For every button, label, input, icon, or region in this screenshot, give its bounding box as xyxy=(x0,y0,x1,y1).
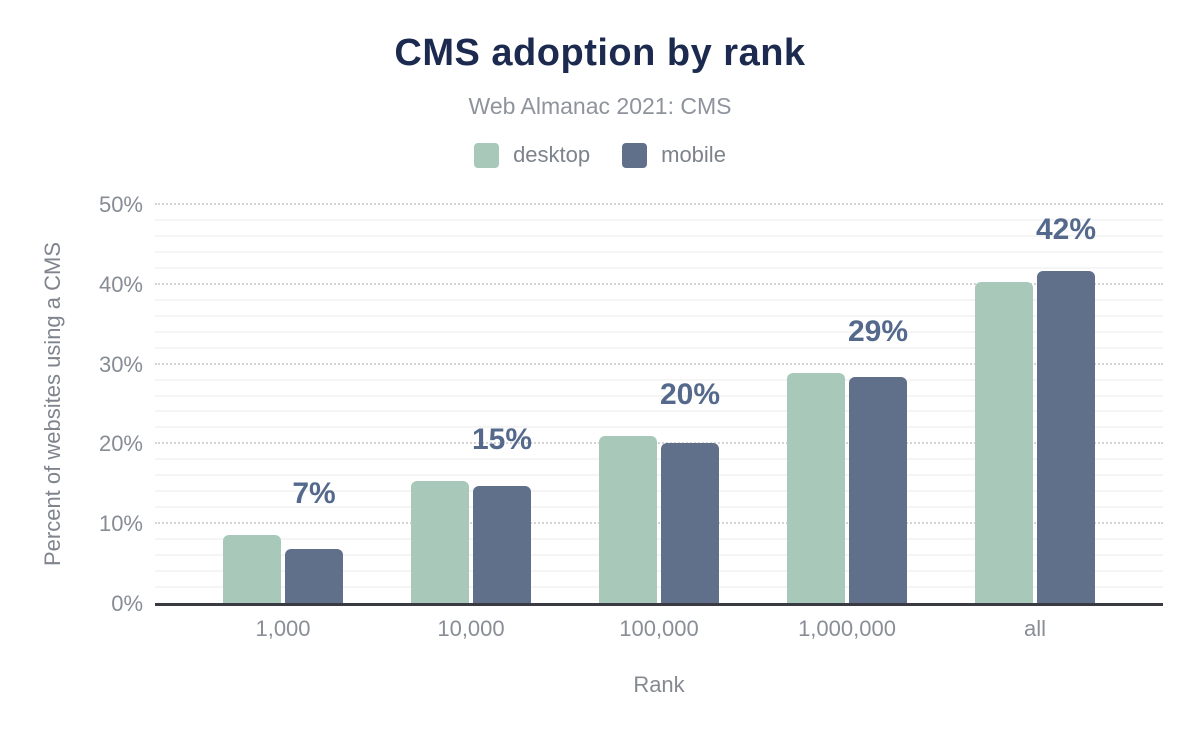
minor-gridline xyxy=(155,490,1163,493)
desktop-bar[interactable] xyxy=(223,534,281,604)
mobile-bar[interactable] xyxy=(473,485,531,604)
y-tick-label: 0% xyxy=(111,591,143,616)
y-axis-ticks: 0% 10% 20% 30% 40% 50% xyxy=(0,192,143,616)
major-gridline xyxy=(155,522,1163,525)
legend-item-mobile[interactable]: mobile xyxy=(622,142,726,168)
minor-gridline xyxy=(155,538,1163,541)
major-gridline xyxy=(155,442,1163,445)
y-axis-title: Percent of websites using a CMS xyxy=(40,241,65,567)
data-label: 7% xyxy=(292,476,336,510)
desktop-bar[interactable] xyxy=(599,436,657,604)
minor-gridline xyxy=(155,506,1163,509)
bar-group: 7% xyxy=(189,205,377,604)
mobile-bar[interactable] xyxy=(849,376,907,604)
minor-gridline xyxy=(155,346,1163,349)
mobile-bar[interactable] xyxy=(661,442,719,604)
legend-item-desktop[interactable]: desktop xyxy=(474,142,590,168)
desktop-bar[interactable] xyxy=(787,373,845,604)
y-tick-label: 10% xyxy=(98,511,143,537)
x-axis-title: Rank xyxy=(633,672,685,697)
minor-gridline xyxy=(155,458,1163,461)
data-label: 42% xyxy=(1035,213,1097,247)
minor-gridline xyxy=(155,426,1163,429)
bar-groups: 7% 15% 20% 29% 42% xyxy=(155,205,1163,604)
minor-gridline xyxy=(155,586,1163,589)
mobile-bar[interactable] xyxy=(1037,271,1095,604)
x-tick-label: 100,000 xyxy=(619,616,699,641)
minor-gridline xyxy=(155,570,1163,573)
minor-gridline xyxy=(155,250,1163,253)
minor-gridline xyxy=(155,234,1163,237)
minor-gridline xyxy=(155,266,1163,269)
legend: desktop mobile xyxy=(0,142,1200,168)
mobile-swatch-icon xyxy=(622,142,648,168)
data-label: 29% xyxy=(847,315,909,349)
chart-title: CMS adoption by rank xyxy=(394,32,806,74)
bar-group: 15% xyxy=(377,205,565,604)
x-tick-label: 10,000 xyxy=(437,616,505,641)
y-tick-label: 30% xyxy=(98,351,143,377)
bar-group: 29% xyxy=(753,205,941,604)
y-tick-label: 50% xyxy=(98,192,143,217)
minor-gridline xyxy=(155,330,1163,333)
minor-gridline xyxy=(155,410,1163,413)
desktop-bar[interactable] xyxy=(975,282,1033,604)
data-label: 20% xyxy=(659,378,721,412)
minor-gridline xyxy=(155,298,1163,301)
bar-group: 42% xyxy=(941,205,1129,604)
y-tick-label: 20% xyxy=(98,431,143,457)
y-tick-label: 40% xyxy=(98,271,143,297)
major-gridline xyxy=(155,282,1163,285)
mobile-bar[interactable] xyxy=(285,548,343,604)
bar-group: 20% xyxy=(565,205,753,604)
minor-gridline xyxy=(155,314,1163,317)
minor-gridline xyxy=(155,218,1163,221)
minor-gridline xyxy=(155,474,1163,477)
x-axis-baseline xyxy=(155,603,1163,606)
legend-label: desktop xyxy=(513,142,591,167)
minor-gridline xyxy=(155,554,1163,557)
x-tick-label: 1,000,000 xyxy=(798,616,896,641)
minor-gridline xyxy=(155,378,1163,381)
chart-subtitle: Web Almanac 2021: CMS xyxy=(468,93,732,119)
plot-area: 7% 15% 20% 29% 42% xyxy=(155,203,1163,606)
major-gridline xyxy=(155,203,1163,205)
x-tick-label: all xyxy=(1023,616,1046,641)
x-tick-label: 1,000 xyxy=(255,616,311,641)
data-label: 15% xyxy=(471,423,533,457)
major-gridline xyxy=(155,362,1163,365)
x-axis-ticks: 1,000 10,000 100,000 1,000,000 all xyxy=(155,614,1163,644)
desktop-bar[interactable] xyxy=(411,481,469,604)
legend-label: mobile xyxy=(661,142,726,167)
minor-gridline xyxy=(155,394,1163,397)
desktop-swatch-icon xyxy=(474,142,500,168)
